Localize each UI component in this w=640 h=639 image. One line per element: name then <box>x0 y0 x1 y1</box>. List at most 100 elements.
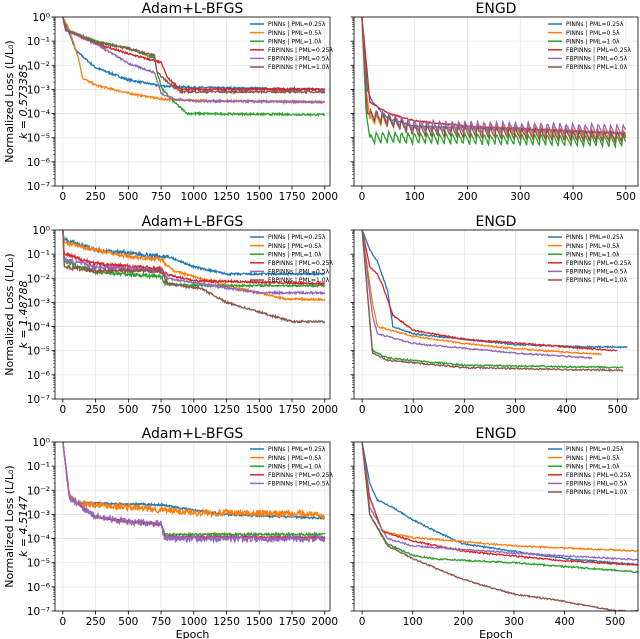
series-line-2 <box>361 230 603 356</box>
x-tick-label: 300 <box>504 616 524 628</box>
legend-label: FBPINNs | PML=0.5λ <box>566 269 628 276</box>
legend-label: FBPINNs | PML=0.25λ <box>268 47 333 54</box>
legend-label: PINNs | PML=1.0λ <box>268 38 322 45</box>
legend-label: PINNs | PML=1.0λ <box>566 463 620 470</box>
legend-label: PINNs | PML=0.25λ <box>566 234 624 241</box>
legend-label: PINNs | PML=0.5λ <box>268 455 322 462</box>
legend-label: FBPINNs | PML=0.25λ <box>566 47 631 54</box>
x-tick-label: 1500 <box>246 404 273 416</box>
x-tick-label: 750 <box>151 404 171 416</box>
y-tick-label: 10⁻⁷ <box>27 606 50 618</box>
legend-label: FBPINNs | PML=0.5λ <box>268 269 330 276</box>
y-tick-label: 10⁻² <box>27 485 50 497</box>
x-tick-label: 200 <box>453 616 473 628</box>
y-tick-label: 10⁻¹ <box>27 461 50 473</box>
series-line-6 <box>361 17 627 145</box>
series-line-5 <box>62 230 326 296</box>
series-line-4 <box>62 17 325 93</box>
y-axis-label: Normalized Loss (L/L₀) <box>3 465 16 587</box>
x-tick-label: 2000 <box>311 616 338 628</box>
x-tick-label: 100 <box>403 404 423 416</box>
y-tick-label: 10⁻⁶ <box>27 370 50 382</box>
subplot-title: Adam+L-BFGS <box>142 426 244 442</box>
x-tick-label: 400 <box>563 191 583 203</box>
y-tick-label: 10⁻⁴ <box>27 534 50 546</box>
y-tick-label: 10⁻⁵ <box>27 558 50 570</box>
legend-label: FBPINNs | PML=1.0λ <box>268 64 330 71</box>
legend-label: PINNs | PML=0.25λ <box>566 446 624 453</box>
legend-label: FBPINNs | PML=0.5λ <box>268 481 330 488</box>
axes-frame <box>54 229 331 400</box>
y-tick-label: 10⁻¹ <box>27 249 50 261</box>
legend-label: FBPINNs | PML=1.0λ <box>566 489 628 496</box>
x-tick-label: 1250 <box>213 616 240 628</box>
x-tick-label: 250 <box>86 616 106 628</box>
legend-label: PINNs | PML=0.5λ <box>268 243 322 250</box>
subplot-title: Adam+L-BFGS <box>142 1 244 17</box>
x-tick-label: 1500 <box>246 616 273 628</box>
x-tick-label: 1000 <box>180 191 207 203</box>
legend-label: FBPINNs | PML=0.25λ <box>566 260 631 267</box>
legend-label: PINNs | PML=1.0λ <box>566 38 620 45</box>
y-tick-label: 10⁻² <box>27 60 50 72</box>
y-axis-label: Normalized Loss (L/L₀) <box>3 40 16 162</box>
legend-label: FBPINNs | PML=0.25λ <box>566 472 631 479</box>
x-tick-label: 1250 <box>213 191 240 203</box>
series-line-5 <box>361 17 627 138</box>
y-tick-label: 10⁻⁴ <box>27 322 50 334</box>
legend-label: PINNs | PML=0.25λ <box>268 234 326 241</box>
subplot-title: Adam+L-BFGS <box>142 214 244 230</box>
x-tick-label: 300 <box>505 404 525 416</box>
x-tick-label: 750 <box>151 616 171 628</box>
subplot-title: ENGD <box>476 214 517 230</box>
x-axis-label: Epoch <box>479 628 513 639</box>
x-tick-label: 500 <box>608 404 628 416</box>
x-tick-label: 1750 <box>279 191 306 203</box>
x-tick-label: 500 <box>605 616 625 628</box>
series-line-4 <box>361 442 638 566</box>
series-line-5 <box>361 442 638 562</box>
legend-label: PINNs | PML=0.5λ <box>566 455 620 462</box>
y-tick-label: 10⁻³ <box>27 297 50 309</box>
legend-label: FBPINNs | PML=1.0λ <box>566 64 628 71</box>
series-line-5 <box>62 442 326 545</box>
subplot-title: ENGD <box>476 426 517 442</box>
legend-label: FBPINNs | PML=0.5λ <box>566 481 628 488</box>
x-tick-label: 500 <box>118 616 138 628</box>
legend-label: FBPINNs | PML=0.25λ <box>268 472 333 479</box>
axes-frame <box>54 16 331 187</box>
x-tick-label: 2000 <box>311 404 338 416</box>
x-tick-label: 0 <box>359 404 366 416</box>
x-tick-label: 1750 <box>279 404 306 416</box>
k-value-label: k = 0.573385 <box>17 64 30 139</box>
series-line-3 <box>361 442 638 574</box>
axes-frame <box>353 229 639 400</box>
y-tick-label: 10⁰ <box>32 12 50 24</box>
x-tick-label: 250 <box>86 191 106 203</box>
x-tick-label: 0 <box>60 404 67 416</box>
legend-label: PINNs | PML=0.5λ <box>566 30 620 37</box>
k-value-label: k = 1.48788 <box>17 280 30 348</box>
x-tick-label: 1000 <box>180 616 207 628</box>
series-line-5 <box>361 230 593 360</box>
x-tick-label: 400 <box>555 616 575 628</box>
series-line-6 <box>62 17 326 95</box>
series-line-3 <box>361 230 624 370</box>
subplot-1: 10⁰ 10⁻¹ 10⁻² 10⁻³ 10⁻⁴ 10⁻⁵ 10⁻⁶ 10⁻⁷ 0 250 500 75… <box>3 1 338 203</box>
y-axis-label: Normalized Loss (L/L₀) <box>3 253 16 375</box>
y-tick-label: 10⁻⁶ <box>27 582 50 594</box>
y-tick-label: 10⁻¹ <box>27 36 50 48</box>
axes-frame <box>353 441 639 612</box>
legend-label: FBPINNs | PML=0.5λ <box>566 56 628 63</box>
x-axis-label: Epoch <box>176 628 210 639</box>
x-tick-label: 100 <box>403 616 423 628</box>
y-tick-label: 10⁻⁷ <box>27 394 50 406</box>
legend-label: FBPINNs | PML=0.25λ <box>268 260 333 267</box>
series-line-6 <box>361 230 624 373</box>
